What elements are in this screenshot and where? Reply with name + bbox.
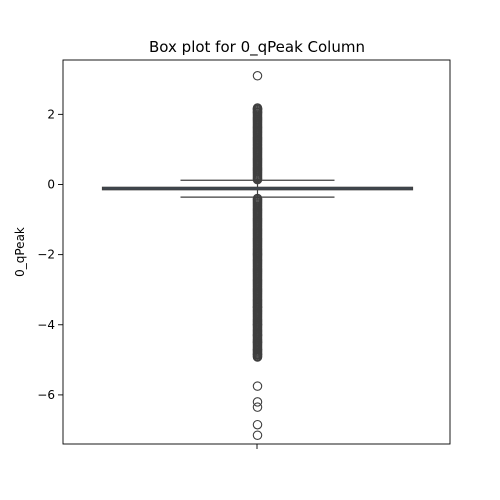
outlier-point	[252, 104, 263, 114]
chart-title: Box plot for 0_qPeak Column	[149, 38, 365, 57]
outlier-point	[252, 381, 263, 391]
y-tick-label: −6	[37, 388, 55, 402]
y-axis-label: 0_qPeak	[13, 227, 27, 277]
outlier-point	[252, 302, 263, 312]
outlier-point	[252, 352, 263, 362]
y-axis: 2 0 −2 −4 −6	[37, 107, 63, 402]
y-tick-label: −2	[37, 248, 55, 262]
y-tick-label: 0	[47, 177, 55, 191]
outlier-point	[252, 430, 263, 440]
y-tick-label: 2	[47, 107, 55, 121]
outlier-group	[252, 71, 263, 440]
outlier-point	[252, 344, 263, 355]
outlier-point	[252, 71, 263, 81]
outlier-point	[252, 330, 263, 341]
outlier-point	[252, 107, 263, 118]
y-tick-label: −4	[37, 318, 55, 332]
outlier-point	[252, 397, 263, 407]
outlier-point	[252, 193, 263, 204]
outlier-point	[252, 419, 263, 430]
plot-area	[62, 59, 451, 445]
outlier-point	[252, 320, 263, 330]
outlier-point	[252, 402, 263, 412]
outlier-point	[252, 337, 263, 348]
outlier-point	[252, 349, 263, 360]
